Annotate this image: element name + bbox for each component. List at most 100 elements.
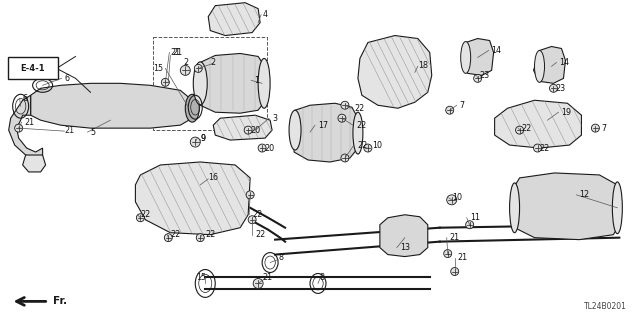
- Text: 20: 20: [250, 126, 260, 135]
- Text: 22: 22: [252, 210, 262, 219]
- Polygon shape: [534, 47, 566, 83]
- Text: TL24B0201: TL24B0201: [584, 302, 627, 311]
- Circle shape: [246, 191, 254, 199]
- Text: 6: 6: [65, 74, 70, 83]
- Text: 14: 14: [559, 58, 570, 67]
- Circle shape: [253, 278, 263, 288]
- Ellipse shape: [289, 110, 301, 150]
- Circle shape: [341, 101, 349, 109]
- Circle shape: [474, 74, 482, 82]
- Polygon shape: [213, 115, 272, 140]
- Circle shape: [445, 106, 454, 114]
- Text: 20: 20: [264, 144, 275, 152]
- Text: 7: 7: [460, 101, 465, 110]
- Circle shape: [161, 78, 170, 86]
- Text: 21: 21: [458, 253, 468, 262]
- Text: 16: 16: [208, 174, 218, 182]
- Text: 3: 3: [272, 114, 277, 123]
- Circle shape: [444, 249, 452, 257]
- Text: 6: 6: [22, 94, 28, 103]
- Circle shape: [195, 64, 202, 72]
- Circle shape: [258, 144, 266, 152]
- Text: 18: 18: [418, 61, 428, 70]
- Polygon shape: [9, 95, 43, 158]
- Circle shape: [364, 144, 372, 152]
- Polygon shape: [136, 162, 250, 235]
- FancyBboxPatch shape: [8, 57, 58, 79]
- Text: Fr.: Fr.: [52, 296, 67, 306]
- Ellipse shape: [509, 183, 520, 233]
- Text: 21: 21: [172, 48, 182, 57]
- Ellipse shape: [461, 41, 470, 73]
- Text: 10: 10: [452, 193, 461, 202]
- Polygon shape: [495, 100, 581, 148]
- Text: 8: 8: [278, 253, 283, 262]
- Text: 23: 23: [556, 84, 566, 93]
- Text: 8: 8: [320, 273, 325, 282]
- Text: 21: 21: [450, 233, 460, 242]
- Text: 22: 22: [140, 210, 150, 219]
- Text: 11: 11: [470, 213, 479, 222]
- Ellipse shape: [258, 58, 270, 108]
- Circle shape: [248, 216, 256, 224]
- Text: 21: 21: [262, 273, 272, 282]
- Text: 23: 23: [479, 71, 490, 80]
- Circle shape: [447, 195, 457, 205]
- Polygon shape: [22, 155, 45, 172]
- Circle shape: [591, 124, 600, 132]
- Text: 19: 19: [561, 108, 572, 117]
- Ellipse shape: [186, 94, 199, 122]
- Polygon shape: [200, 54, 264, 113]
- Circle shape: [180, 65, 190, 75]
- Text: 17: 17: [318, 121, 328, 130]
- Text: 22: 22: [255, 230, 266, 239]
- Ellipse shape: [612, 182, 622, 234]
- Ellipse shape: [534, 50, 545, 82]
- Circle shape: [338, 114, 346, 122]
- Text: 7: 7: [602, 124, 607, 133]
- Text: 15: 15: [196, 273, 206, 282]
- Text: 22: 22: [205, 230, 216, 239]
- Circle shape: [136, 214, 145, 222]
- Circle shape: [15, 124, 22, 132]
- Polygon shape: [294, 103, 358, 162]
- Text: 5: 5: [90, 128, 95, 137]
- Text: 21: 21: [170, 48, 180, 57]
- Text: 22: 22: [170, 230, 180, 239]
- Circle shape: [451, 268, 459, 276]
- Circle shape: [341, 154, 349, 162]
- Text: 2: 2: [183, 58, 188, 67]
- Text: 22: 22: [356, 121, 366, 130]
- Circle shape: [534, 144, 541, 152]
- Text: 10: 10: [372, 141, 382, 150]
- Polygon shape: [461, 39, 493, 75]
- Text: 15: 15: [154, 64, 163, 73]
- Circle shape: [516, 126, 524, 134]
- Text: 21: 21: [65, 126, 75, 135]
- Circle shape: [466, 221, 474, 229]
- Circle shape: [190, 137, 200, 147]
- Text: 21: 21: [25, 118, 35, 127]
- Ellipse shape: [353, 112, 363, 154]
- Text: 1: 1: [254, 76, 259, 85]
- Text: 22: 22: [522, 124, 532, 133]
- Ellipse shape: [193, 62, 207, 105]
- Circle shape: [196, 234, 204, 241]
- Circle shape: [244, 126, 252, 134]
- Text: 22: 22: [354, 104, 364, 113]
- Text: 4: 4: [262, 10, 267, 19]
- Text: 2: 2: [210, 58, 216, 67]
- Circle shape: [550, 84, 557, 92]
- Text: 14: 14: [492, 46, 502, 55]
- Polygon shape: [511, 173, 620, 240]
- Text: 12: 12: [579, 190, 589, 199]
- Polygon shape: [208, 3, 260, 35]
- Text: E-4-1: E-4-1: [20, 64, 45, 73]
- Text: 9: 9: [200, 134, 205, 143]
- Polygon shape: [31, 83, 192, 128]
- Polygon shape: [358, 35, 432, 108]
- Text: 13: 13: [400, 243, 410, 252]
- Text: 22: 22: [357, 141, 367, 150]
- Circle shape: [164, 234, 172, 241]
- Polygon shape: [380, 215, 428, 256]
